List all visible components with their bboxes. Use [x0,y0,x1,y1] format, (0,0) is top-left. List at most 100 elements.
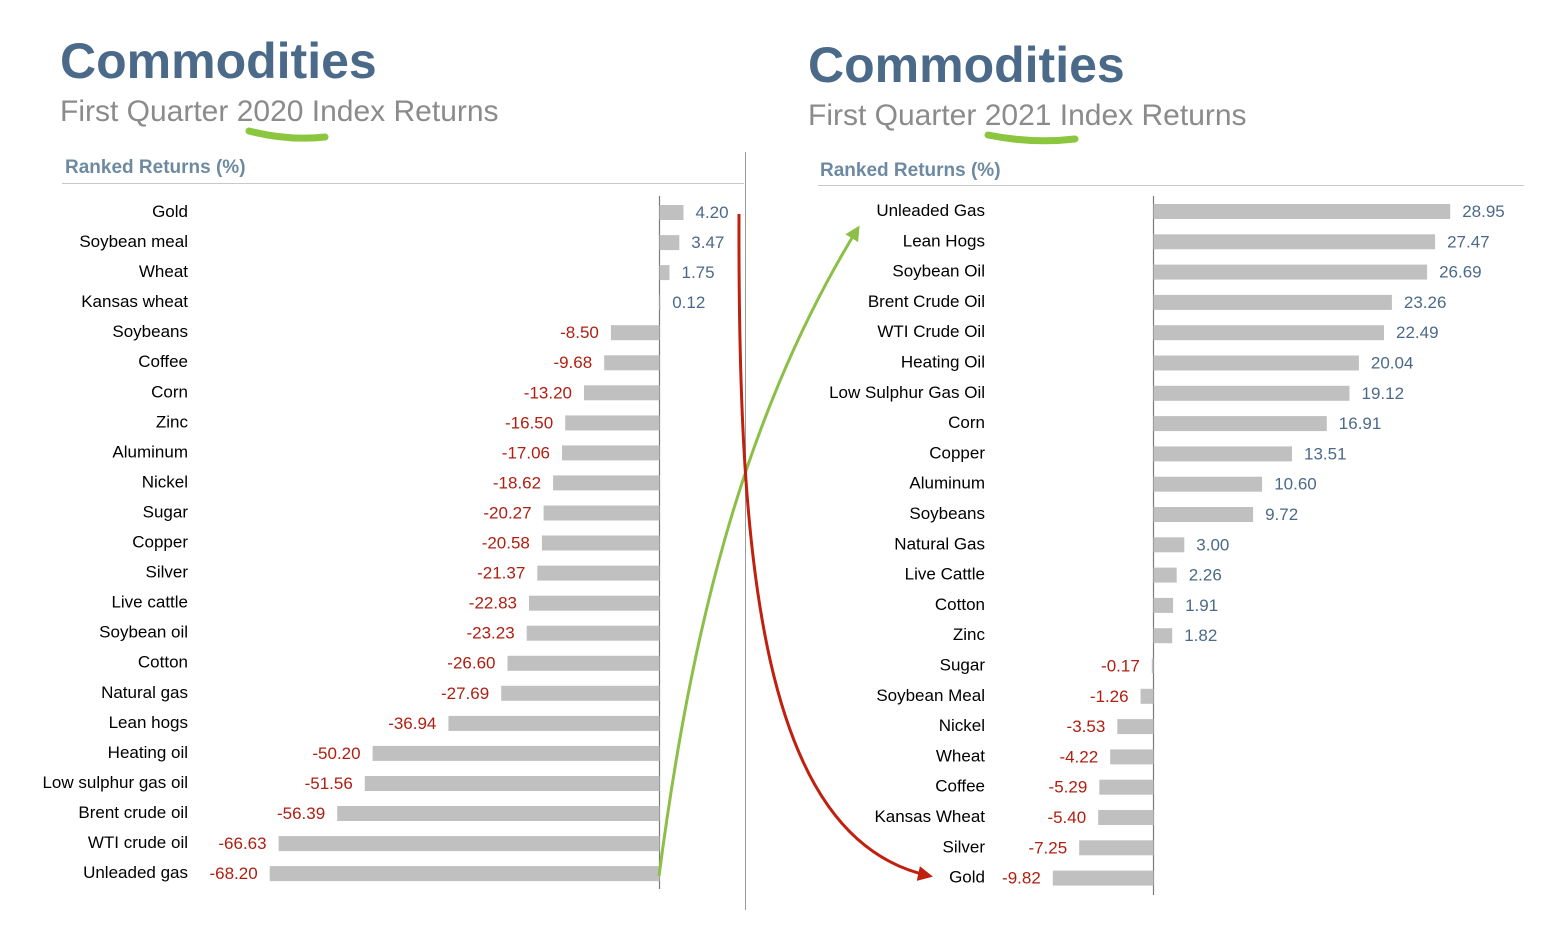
right-bar [1099,779,1154,795]
left-category-label: Gold [152,202,188,221]
left-bar [529,595,660,611]
right-category-label: Brent Crude Oil [868,292,985,311]
left-value-label: -22.83 [469,594,517,613]
left-value-label: -50.20 [312,744,360,763]
right-bar [1110,749,1154,765]
right-value-label: 19.12 [1362,384,1405,403]
left-value-label: -51.56 [305,774,353,793]
left-category-label: Unleaded gas [83,863,188,882]
left-category-label: Soybean meal [79,232,188,251]
right-header-rule [818,185,1524,186]
right-bar-chart: Unleaded Gas 28.95 Lean Hogs 27.47 Soybean O… [829,196,1505,895]
right-category-label: Copper [929,443,985,462]
left-bar [448,715,660,731]
right-category-label: Heating Oil [901,352,985,371]
right-bar [1153,446,1292,462]
left-category-label: Natural gas [101,683,188,702]
left-category-label: Silver [145,563,188,582]
left-value-label: -17.06 [502,443,550,462]
right-category-label: Natural Gas [894,534,985,553]
right-category-label: Live Cattle [905,565,985,584]
right-bar [1098,810,1154,825]
right-value-label: 13.51 [1304,444,1347,463]
right-value-label: -3.53 [1067,717,1106,736]
right-category-label: Silver [942,837,985,856]
left-value-label: -27.69 [441,684,489,703]
left-subtitle: First Quarter 2020 Index Returns [60,97,499,127]
right-subtitle: First Quarter 2021 Index Returns [808,101,1247,131]
left-bar [659,295,661,311]
left-category-label: Lean hogs [109,713,188,732]
right-bar [1153,355,1359,371]
right-category-label: WTI Crude Oil [877,322,985,341]
left-category-label: Copper [132,533,188,552]
left-category-label: Low sulphur gas oil [42,773,188,792]
right-value-label: 27.47 [1447,232,1490,251]
left-category-label: Live cattle [111,593,188,612]
right-bar [1153,507,1254,522]
left-subtitle-year: 2020 [236,95,304,128]
right-title: Commodities [808,37,1125,93]
left-value-label: 4.20 [696,203,729,222]
left-value-label: -21.37 [477,564,525,583]
right-category-label: Lean Hogs [903,231,985,250]
right-value-label: 1.82 [1184,626,1217,645]
left-category-label: Wheat [139,262,188,281]
right-bar [1153,567,1177,583]
right-bar [1117,719,1154,735]
right-bar [1153,416,1327,432]
left-value-label: -68.20 [209,864,257,883]
right-category-label: Wheat [936,746,985,765]
right-value-label: 28.95 [1462,202,1505,221]
left-category-label: Aluminum [112,442,188,461]
left-category-label: Cotton [138,653,188,672]
left-value-label: -20.58 [482,534,530,553]
right-bar [1052,870,1154,886]
right-category-label: Aluminum [909,474,985,493]
left-value-label: -16.50 [505,413,553,432]
left-bar [278,836,660,852]
right-subtitle-post: Index Returns [1051,99,1247,132]
right-value-label: -4.22 [1059,747,1098,766]
left-bar [372,745,660,761]
right-category-label: Soybean Meal [876,686,985,705]
right-value-label: -0.17 [1101,656,1140,675]
right-category-label: Coffee [935,777,985,796]
left-value-label: 3.47 [691,233,724,252]
right-category-label: Nickel [939,716,985,735]
right-subtitle-year: 2021 [984,99,1052,132]
right-category-label: Sugar [940,655,986,674]
left-category-label: Corn [151,382,188,401]
left-bar [659,205,684,220]
left-bar [541,535,660,551]
left-header-rule [62,183,744,184]
right-value-label: 1.91 [1185,596,1218,615]
right-category-label: Zinc [953,625,986,644]
left-value-label: -18.62 [493,473,541,492]
red-arrow [737,213,933,881]
right-value-label: 2.26 [1189,566,1222,585]
right-bar [1153,476,1263,492]
right-value-label: -9.82 [1002,869,1041,888]
left-bar [364,776,660,791]
left-category-label: Coffee [138,352,188,371]
right-category-label: Corn [948,413,985,432]
left-value-label: -66.63 [218,834,266,853]
left-bar [269,866,660,882]
right-value-label: 22.49 [1396,323,1439,342]
left-category-label: Heating oil [108,743,188,762]
left-bar [562,445,660,461]
right-bar [1151,658,1154,674]
year-2020-highlight [245,127,329,142]
right-value-label: -5.40 [1047,808,1086,827]
left-bar [553,475,660,491]
left-value-label: -20.27 [483,503,531,522]
left-value-label: -9.68 [553,353,592,372]
right-value-label: 16.91 [1339,414,1382,433]
left-category-label: Nickel [142,472,188,491]
left-value-label: -36.94 [388,714,436,733]
right-bar [1153,294,1392,310]
right-value-label: -7.25 [1028,838,1067,857]
left-category-label: WTI crude oil [88,833,188,852]
